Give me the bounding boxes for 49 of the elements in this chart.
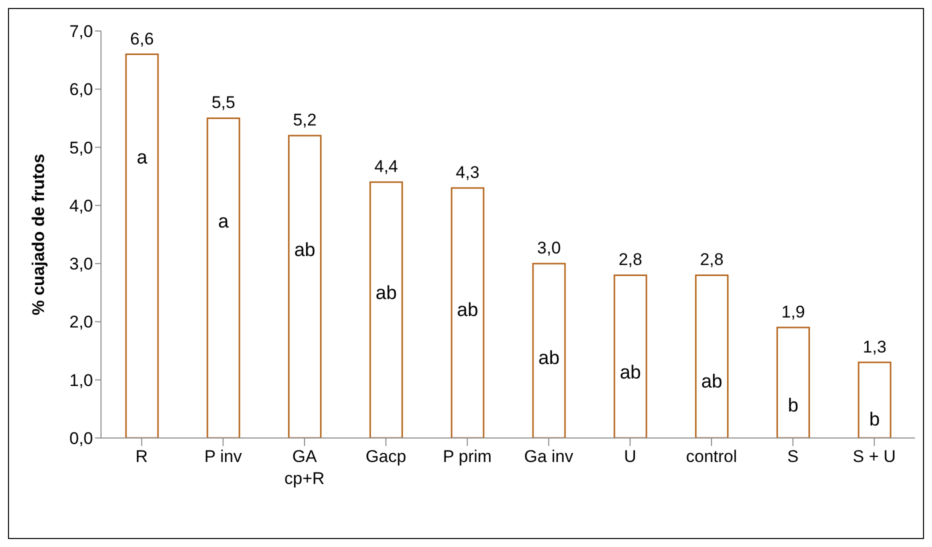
data-label: 2,8 <box>618 250 642 270</box>
data-label: 2,8 <box>700 250 724 270</box>
data-label: 5,5 <box>212 93 236 112</box>
x-tick-label: GA cp+R <box>284 447 325 488</box>
y-tick-label: 1,0 <box>69 370 93 390</box>
x-tick-label: S + U <box>852 447 896 466</box>
bar <box>614 274 648 438</box>
data-label: 4,3 <box>456 162 480 182</box>
y-axis-title: % cuajado de frutos <box>29 154 48 316</box>
y-tick-label: 2,0 <box>69 312 93 332</box>
y-tick-label: 4,0 <box>69 196 93 216</box>
annotation: ab <box>294 240 316 262</box>
annotation: ab <box>376 282 397 304</box>
x-tick-label: control <box>686 447 738 466</box>
bar <box>125 54 159 438</box>
annotation: ab <box>457 300 478 321</box>
x-tick-label: R <box>136 447 148 466</box>
x-tick-label: P inv <box>204 447 242 466</box>
bar <box>206 117 240 438</box>
annotation: ab <box>620 362 641 384</box>
annotation: b <box>869 410 880 431</box>
annotation: ab <box>538 348 560 370</box>
y-tick-label: 0,0 <box>69 429 93 448</box>
y-tick-label: 5,0 <box>69 138 93 158</box>
bar <box>532 262 566 438</box>
bar <box>369 181 403 438</box>
x-tick-label: P prim <box>442 447 492 466</box>
x-tick-label: U <box>624 447 636 466</box>
x-tick-label: Gacp <box>366 447 406 466</box>
bar <box>695 274 729 438</box>
y-tick-label: 3,0 <box>69 254 93 274</box>
bar <box>858 362 892 438</box>
data-label: 6,6 <box>130 29 154 48</box>
bar <box>776 326 810 438</box>
annotation: b <box>788 395 798 416</box>
x-tick-label: S <box>787 447 799 466</box>
y-tick-label: 6,0 <box>69 80 93 100</box>
annotation: a <box>218 212 230 233</box>
data-label: 1,9 <box>781 302 806 322</box>
bar <box>288 134 322 438</box>
data-label: 5,2 <box>292 110 317 130</box>
data-label: 1,3 <box>862 337 886 356</box>
annotation: a <box>136 147 148 168</box>
y-tick-label: 7,0 <box>69 22 93 42</box>
annotation: ab <box>701 371 722 392</box>
bar <box>450 187 484 438</box>
data-label: 3,0 <box>537 238 561 258</box>
data-label: 4,4 <box>374 157 398 176</box>
x-tick-label: Ga inv <box>524 447 574 466</box>
